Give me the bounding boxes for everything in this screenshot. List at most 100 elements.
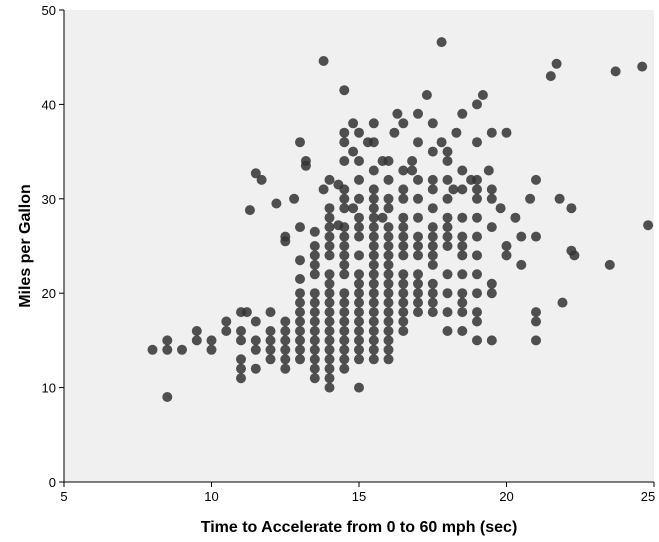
data-point	[206, 335, 217, 346]
data-point	[510, 212, 521, 223]
data-point	[324, 278, 335, 289]
data-point	[486, 127, 497, 138]
data-point	[457, 165, 468, 176]
data-point	[427, 231, 438, 242]
data-point	[427, 174, 438, 185]
data-point	[354, 326, 364, 336]
data-point	[398, 288, 409, 299]
data-point	[309, 269, 320, 280]
data-point	[368, 335, 379, 346]
data-point	[368, 165, 379, 176]
data-point	[368, 288, 379, 299]
data-point	[280, 344, 291, 355]
data-point	[324, 297, 335, 308]
data-point	[457, 269, 468, 280]
data-point	[427, 241, 438, 251]
data-point	[457, 297, 468, 308]
data-point	[368, 326, 379, 336]
data-point	[383, 278, 394, 289]
data-point	[236, 335, 246, 346]
data-point	[280, 335, 291, 346]
data-point	[398, 231, 409, 242]
x-tick-label: 10	[204, 489, 218, 504]
data-point	[309, 250, 320, 261]
data-point	[324, 241, 335, 251]
data-point	[398, 297, 409, 308]
data-point	[191, 326, 202, 336]
data-point	[339, 363, 350, 374]
data-point	[295, 307, 305, 318]
data-point	[295, 297, 305, 308]
data-point	[324, 174, 335, 185]
data-point	[368, 297, 379, 308]
data-point	[427, 297, 438, 308]
data-point	[457, 241, 468, 251]
data-point	[295, 326, 305, 336]
data-point	[339, 307, 350, 318]
plot-area	[64, 10, 654, 482]
y-tick-label: 0	[49, 475, 56, 490]
data-point	[295, 344, 305, 355]
data-point	[354, 174, 364, 185]
data-point	[354, 127, 364, 138]
data-point	[309, 373, 320, 384]
data-point	[407, 165, 418, 176]
x-tick-label: 15	[352, 489, 366, 504]
data-point	[398, 241, 409, 251]
data-point	[413, 269, 423, 280]
y-axis-ticks: 0 10 20 30 40 50	[42, 3, 64, 490]
data-point	[295, 274, 305, 284]
data-point	[309, 288, 320, 299]
data-point	[398, 307, 409, 318]
data-point	[442, 269, 453, 280]
data-point	[392, 108, 403, 119]
data-point	[295, 288, 305, 299]
data-point	[339, 316, 350, 327]
y-tick-label: 50	[42, 3, 56, 18]
data-point	[557, 297, 568, 308]
data-point	[368, 259, 379, 270]
x-tick-label: 25	[641, 489, 655, 504]
data-point	[354, 354, 364, 365]
data-point	[300, 160, 311, 171]
data-point	[486, 193, 497, 204]
data-point	[309, 241, 320, 251]
data-point	[383, 193, 394, 204]
data-point	[324, 316, 335, 327]
x-tick-label: 5	[60, 489, 67, 504]
data-point	[637, 61, 648, 72]
data-point	[295, 255, 305, 266]
data-point	[354, 297, 364, 308]
data-point	[436, 37, 447, 48]
data-point	[354, 250, 364, 261]
data-point	[383, 297, 394, 308]
data-point	[354, 344, 364, 355]
data-point	[427, 259, 438, 270]
data-point	[383, 307, 394, 318]
x-axis-title: Time to Accelerate from 0 to 60 mph (sec…	[201, 519, 518, 536]
data-point	[368, 222, 379, 233]
data-point	[398, 222, 409, 233]
data-point	[339, 326, 350, 336]
data-point	[221, 316, 232, 327]
data-point	[413, 137, 423, 148]
data-point	[309, 354, 320, 365]
data-point	[413, 288, 423, 299]
data-point	[368, 250, 379, 261]
data-point	[147, 344, 158, 355]
data-point	[280, 326, 291, 336]
data-point	[236, 326, 246, 336]
y-tick-label: 10	[42, 381, 56, 396]
data-point	[427, 307, 438, 318]
data-point	[162, 344, 173, 355]
data-point	[398, 165, 409, 176]
data-point	[442, 193, 453, 204]
data-point	[442, 222, 453, 233]
data-point	[354, 316, 364, 327]
data-point	[309, 344, 320, 355]
data-point	[516, 259, 527, 270]
data-point	[368, 118, 379, 129]
data-point	[368, 241, 379, 251]
data-point	[368, 269, 379, 280]
data-point	[324, 231, 335, 242]
